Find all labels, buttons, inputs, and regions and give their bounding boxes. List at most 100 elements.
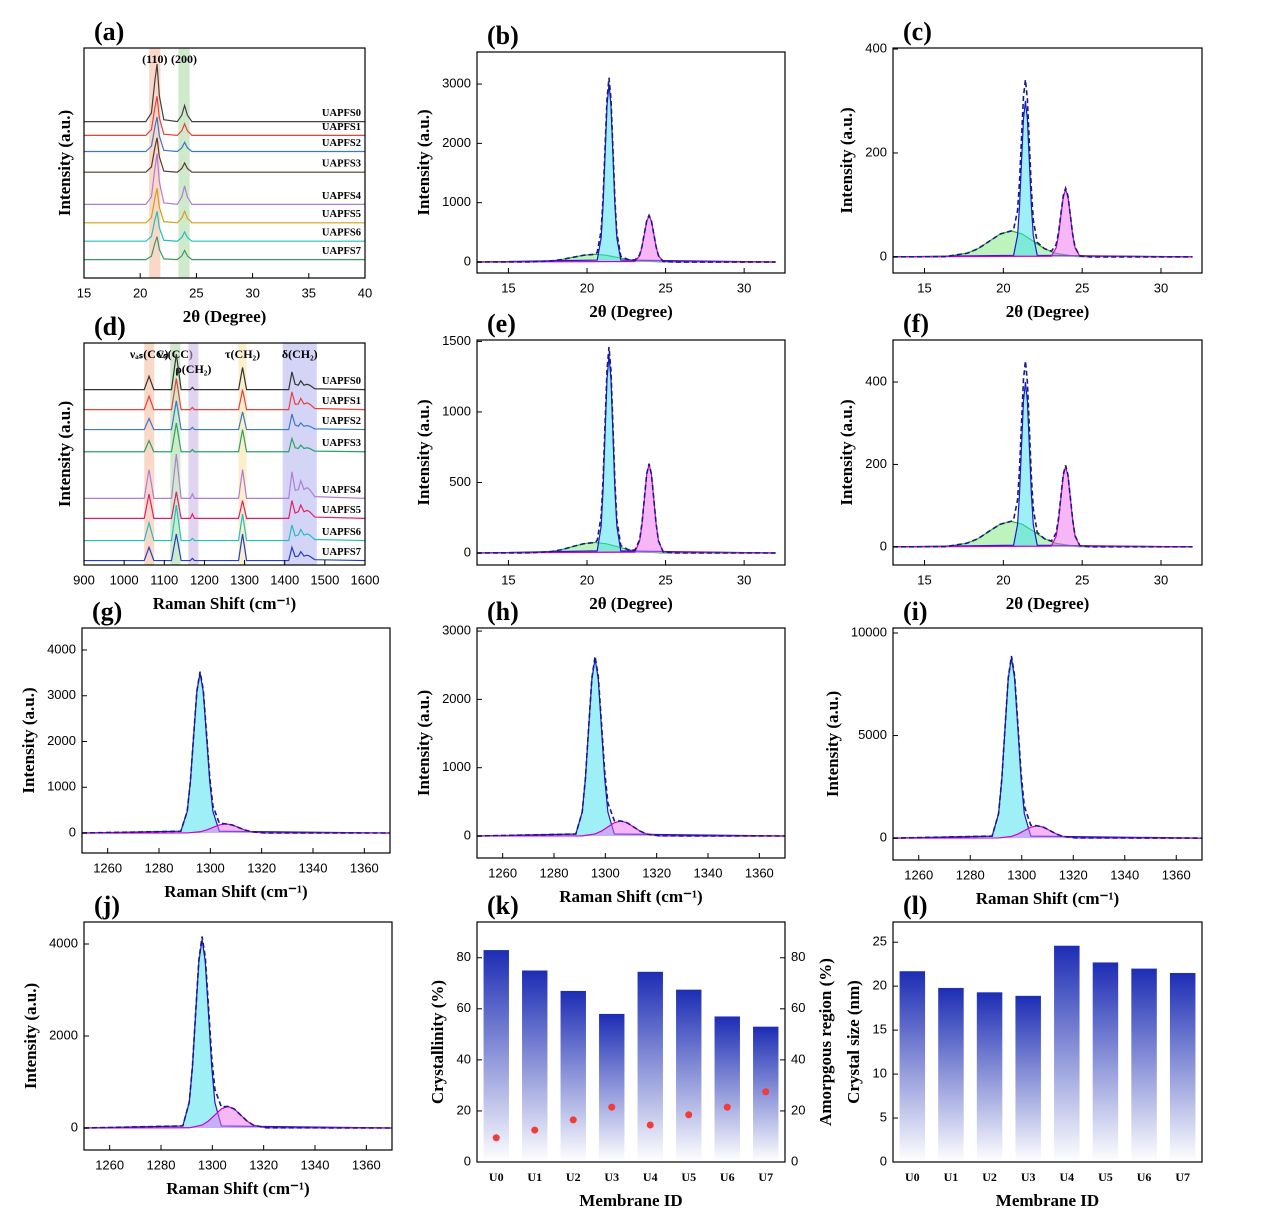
highlight-label: τ(CH₂) [225, 347, 260, 361]
scatter-point [646, 1121, 654, 1129]
x-axis-label: 2θ (Degree) [1006, 302, 1090, 321]
x-tick-label: 20 [133, 285, 147, 300]
y2-tick-label: 0 [791, 1153, 798, 1168]
fit-line [892, 655, 1203, 839]
bar [976, 992, 1003, 1162]
x-axis-label: Membrane ID [579, 1191, 682, 1210]
spectrum-line [84, 96, 365, 137]
y-tick-label: 20 [457, 1102, 471, 1117]
y-tick-label: 3000 [47, 687, 76, 702]
highlight-band [188, 343, 199, 565]
peak-area [893, 189, 1193, 257]
y-tick-label: 500 [449, 474, 471, 489]
x-tick-label: 1320 [247, 860, 276, 875]
y-tick-label: 0 [69, 824, 76, 839]
trace-label: UAPFS4 [322, 485, 362, 496]
x-tick-label: 1360 [1162, 867, 1191, 882]
y-tick-label: 0 [880, 538, 887, 553]
x-tick-label: 1260 [95, 1157, 124, 1172]
y-tick-label: 5000 [858, 727, 887, 742]
x-tick-label: 1360 [352, 1157, 381, 1172]
y-tick-label: 3000 [442, 623, 471, 638]
x-tick-label: 1280 [540, 865, 569, 880]
spectrum-line [84, 188, 365, 224]
x-tick-label: 1260 [93, 860, 122, 875]
x-tick-label: U7 [1175, 1170, 1190, 1184]
spectrum-line [84, 453, 366, 499]
x-tick-label: 15 [917, 572, 931, 587]
fit-line [892, 100, 1193, 258]
highlight-label: νₐₛ(CC) [129, 347, 169, 361]
x-tick-label: 1000 [110, 572, 139, 587]
x-tick-label: U5 [1098, 1170, 1113, 1184]
x-tick-label: 1320 [642, 865, 671, 880]
x-tick-label: 1320 [1059, 867, 1088, 882]
bar [560, 990, 586, 1162]
x-tick-label: U6 [1137, 1170, 1152, 1184]
fit-line [476, 214, 776, 263]
peak-area [82, 672, 390, 834]
trace-label: UAPFS6 [322, 228, 361, 239]
highlight-label: νₛ(CC) [157, 347, 193, 361]
y-tick-label: 0 [880, 248, 887, 263]
x-axis-label: Raman Shift (cm⁻¹) [153, 594, 296, 613]
y-tick-label: 1000 [442, 194, 471, 209]
x-tick-label: 25 [658, 280, 672, 295]
y-tick-label: 1000 [442, 403, 471, 418]
trace-label: UAPFS5 [322, 505, 361, 516]
x-tick-label: U3 [604, 1170, 619, 1184]
trace-label: UAPFS4 [322, 191, 362, 202]
y-tick-label: 3000 [442, 75, 471, 90]
spectrum-line [84, 116, 365, 153]
y-tick-label: 10 [873, 1066, 887, 1081]
x-tick-label: 1500 [310, 572, 339, 587]
x-tick-label: 30 [1154, 572, 1168, 587]
x-tick-label: 1600 [351, 572, 380, 587]
x-tick-label: 30 [1154, 280, 1168, 295]
highlight-band [170, 343, 181, 565]
y-axis-label: Intensity (a.u.) [414, 109, 433, 215]
highlight-label: δ(CH₂) [282, 347, 318, 361]
y2-tick-label: 60 [791, 1000, 805, 1015]
y-axis-label: Intensity (a.u.) [55, 110, 74, 216]
x-tick-label: 1300 [196, 860, 225, 875]
x-tick-label: 1360 [745, 865, 774, 880]
x-tick-label: 15 [501, 572, 515, 587]
spectrum-line [84, 354, 366, 391]
x-tick-label: 1320 [249, 1157, 278, 1172]
plot-frame [476, 921, 786, 1163]
panel-label: (h) [487, 597, 519, 626]
x-tick-label: U2 [982, 1170, 997, 1184]
scatter-point [608, 1103, 616, 1111]
x-axis-label: Raman Shift (cm⁻¹) [976, 889, 1119, 908]
trace-label: UAPFS2 [322, 138, 361, 149]
peak-area [84, 939, 392, 1129]
x-tick-label: 25 [658, 572, 672, 587]
y-tick-label: 25 [873, 934, 887, 949]
x-axis-label: 2θ (Degree) [589, 302, 673, 321]
scatter-point [531, 1126, 539, 1134]
x-tick-label: U1 [527, 1170, 542, 1184]
spectrum-line [84, 64, 365, 123]
panel-label: (c) [903, 17, 932, 46]
plot-frame [476, 339, 786, 566]
panel-label: (d) [94, 312, 126, 341]
peak-area [477, 820, 785, 837]
fit-line [81, 672, 391, 834]
y-tick-label: 10000 [851, 624, 887, 639]
y-tick-label: 2000 [49, 1027, 78, 1042]
peak-area [893, 521, 1193, 547]
fit-line [892, 657, 1203, 839]
x-tick-label: 20 [996, 280, 1010, 295]
highlight-label: ρ(CH₂) [175, 362, 211, 376]
peak-area [893, 657, 1202, 839]
bar [1054, 945, 1080, 1162]
plot-frame [476, 627, 786, 859]
fit-line [476, 77, 776, 263]
peak-area [893, 382, 1193, 547]
y-axis-label: Intensity (a.u.) [414, 399, 433, 505]
x-tick-label: 1340 [301, 1157, 330, 1172]
panel-label: (a) [94, 17, 124, 46]
peak-area [477, 215, 776, 263]
